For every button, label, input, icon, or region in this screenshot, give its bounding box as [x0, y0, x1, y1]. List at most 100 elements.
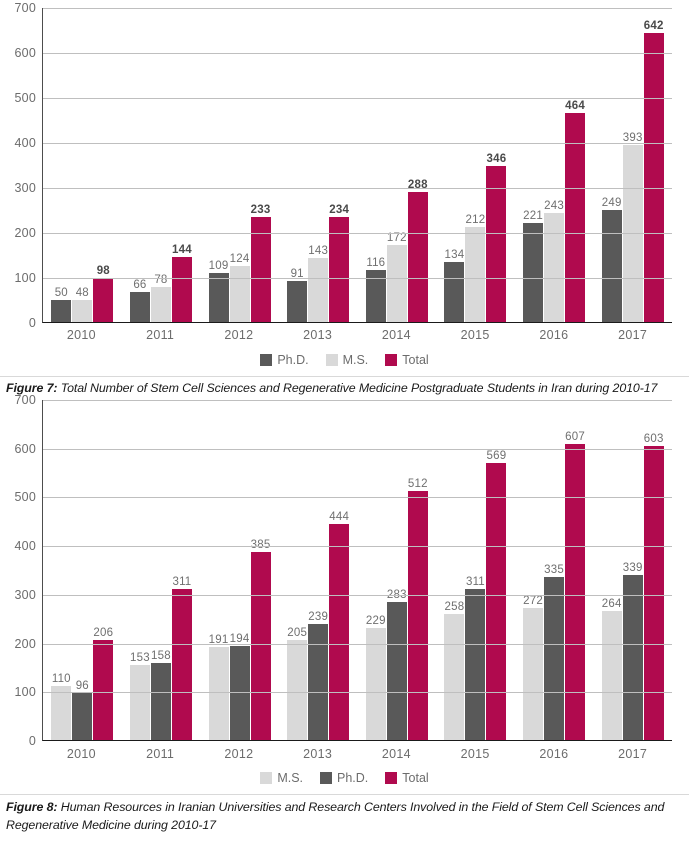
bar-ms-2015[interactable]: 258 — [444, 399, 465, 740]
bar-total-2014[interactable]: 288 — [407, 7, 428, 322]
bar-ms-2010[interactable]: 110 — [51, 399, 72, 740]
bar-ms-2015[interactable]: 212 — [465, 7, 486, 322]
x-axis-tick-label-2014: 2014 — [381, 328, 411, 342]
bar-total-2017[interactable]: 642 — [643, 7, 664, 322]
bar-fill — [171, 588, 192, 740]
bar-phd-2017[interactable]: 249 — [601, 7, 622, 322]
bar-value-label: 153 — [130, 652, 150, 665]
bar-phd-2013[interactable]: 91 — [287, 7, 308, 322]
gridline — [43, 233, 672, 234]
bar-ms-2014[interactable]: 172 — [386, 7, 407, 322]
bar-group: 229 283 512 — [358, 400, 437, 740]
legend-item-total[interactable]: Total — [385, 771, 429, 785]
bar-total-2010[interactable]: 98 — [93, 7, 114, 322]
bar-total-2016[interactable]: 607 — [565, 399, 586, 740]
bar-total-2015[interactable]: 569 — [486, 399, 507, 740]
bar-fill — [150, 286, 171, 322]
figure-7-legend: Ph.D. M.S. Total — [0, 353, 689, 367]
legend-label: Ph.D. — [337, 771, 369, 785]
bar-total-2017[interactable]: 603 — [643, 399, 664, 740]
bar-value-label: 249 — [601, 196, 622, 209]
bar-value-label: 335 — [544, 563, 564, 576]
bar-fill — [365, 269, 386, 322]
bar-ms-2011[interactable]: 153 — [129, 399, 150, 740]
bar-phd-2016[interactable]: 335 — [544, 399, 565, 740]
bar-ms-2013[interactable]: 205 — [287, 399, 308, 740]
bar-group-bars: 134 212 346 — [436, 8, 515, 322]
bar-fill — [51, 686, 72, 740]
bar-fill — [93, 639, 114, 740]
legend-item-total[interactable]: Total — [385, 353, 429, 367]
bar-total-2011[interactable]: 144 — [171, 7, 192, 322]
y-axis-tick-label: 500 — [14, 490, 36, 505]
bar-value-label: 272 — [523, 594, 543, 607]
bar-phd-2011[interactable]: 66 — [129, 7, 150, 322]
x-axis-tick-label-2014: 2014 — [381, 747, 411, 761]
bar-phd-2011[interactable]: 158 — [150, 399, 171, 740]
y-axis-tick-label: 200 — [14, 636, 36, 651]
bar-total-2011[interactable]: 311 — [171, 399, 192, 740]
bar-total-2014[interactable]: 512 — [407, 399, 428, 740]
bar-total-2013[interactable]: 234 — [329, 7, 350, 322]
bar-value-label: 48 — [75, 287, 89, 300]
bar-value-label: 205 — [287, 627, 308, 640]
bar-group: 116 172 288 — [358, 8, 437, 322]
bar-phd-2010[interactable]: 96 — [72, 399, 93, 740]
gridline — [43, 643, 672, 645]
bar-group: 66 78 144 — [122, 8, 201, 322]
bar-total-2015[interactable]: 346 — [486, 7, 507, 322]
bar-phd-2016[interactable]: 221 — [523, 7, 544, 322]
bar-phd-2014[interactable]: 283 — [386, 399, 407, 740]
bar-phd-2015[interactable]: 134 — [444, 7, 465, 322]
bar-value-label: 346 — [486, 153, 507, 166]
bar-ms-2013[interactable]: 143 — [308, 7, 329, 322]
bar-total-2012[interactable]: 385 — [250, 399, 271, 740]
bar-phd-2014[interactable]: 116 — [365, 7, 386, 322]
bar-fill — [444, 261, 465, 322]
y-axis-tick-label: 500 — [14, 91, 36, 105]
legend-item-phd[interactable]: Ph.D. — [320, 771, 368, 785]
bar-value-label: 172 — [386, 231, 407, 244]
bar-phd-2012[interactable]: 109 — [208, 7, 229, 322]
bar-phd-2010[interactable]: 50 — [51, 7, 72, 322]
bar-phd-2015[interactable]: 311 — [465, 399, 486, 740]
y-axis-tick-label: 700 — [14, 393, 36, 407]
legend-item-phd[interactable]: Ph.D. — [260, 353, 309, 367]
bar-ms-2012[interactable]: 191 — [208, 399, 229, 740]
figure-7-divider — [0, 376, 689, 377]
bar-phd-2017[interactable]: 339 — [622, 399, 643, 740]
bar-ms-2014[interactable]: 229 — [365, 399, 386, 740]
x-axis-tick-label-2013: 2013 — [303, 747, 333, 761]
bar-ms-2016[interactable]: 272 — [523, 399, 544, 740]
bar-value-label: 569 — [486, 449, 507, 462]
bar-phd-2012[interactable]: 194 — [229, 399, 250, 740]
bar-ms-2011[interactable]: 78 — [150, 7, 171, 322]
bar-ms-2017[interactable]: 264 — [601, 399, 622, 740]
bar-value-label: 234 — [329, 203, 350, 216]
y-axis-tick-label: 100 — [14, 685, 36, 700]
bar-phd-2013[interactable]: 239 — [308, 399, 329, 740]
legend-item-ms[interactable]: M.S. — [260, 771, 303, 785]
bar-ms-2010[interactable]: 48 — [72, 7, 93, 322]
bar-fill — [444, 614, 465, 740]
bar-ms-2012[interactable]: 124 — [229, 7, 250, 322]
y-axis-tick-label: 300 — [14, 181, 36, 195]
x-axis-tick-label-2015: 2015 — [460, 747, 490, 761]
bar-total-2013[interactable]: 444 — [329, 399, 350, 740]
bar-total-2012[interactable]: 233 — [250, 7, 271, 322]
figure-8-block: 0 100 200 300 400 500 600 700 110 96 206 153 158 311… — [0, 393, 689, 832]
legend-item-ms[interactable]: M.S. — [325, 353, 368, 367]
bar-ms-2016[interactable]: 243 — [544, 7, 565, 322]
bar-fill — [486, 166, 507, 322]
legend-swatch-icon — [325, 354, 338, 366]
legend-label: Ph.D. — [277, 353, 309, 367]
x-axis-tick-label-2010: 2010 — [66, 747, 96, 761]
bar-ms-2017[interactable]: 393 — [622, 7, 643, 322]
figure-7-plot: 50 48 98 66 78 144 109 124 233 91 143 234 116 172 288 1… — [42, 8, 672, 323]
bar-fill — [465, 226, 486, 322]
bar-fill — [329, 216, 350, 322]
bar-total-2010[interactable]: 206 — [93, 399, 114, 740]
bar-value-label: 110 — [51, 673, 71, 686]
bar-total-2016[interactable]: 464 — [565, 7, 586, 322]
